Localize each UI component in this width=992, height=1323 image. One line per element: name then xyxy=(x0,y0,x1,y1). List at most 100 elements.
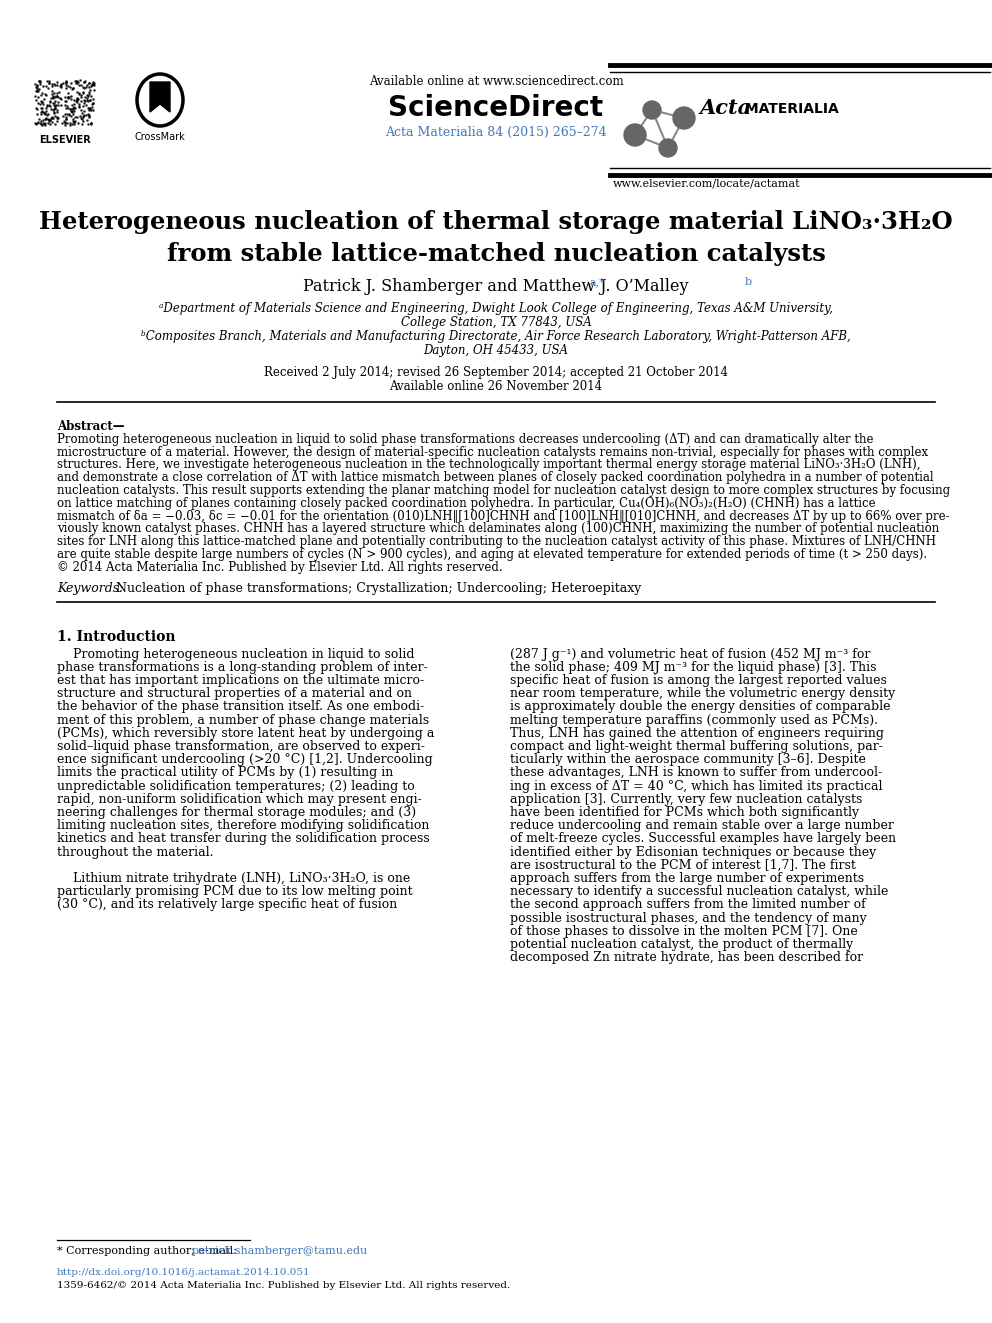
Point xyxy=(67,70,83,91)
Polygon shape xyxy=(150,82,170,112)
Point xyxy=(38,75,54,97)
Point xyxy=(79,87,95,108)
Point xyxy=(45,99,61,120)
Point xyxy=(60,86,75,107)
Point xyxy=(36,93,52,114)
Point xyxy=(80,103,96,124)
Point xyxy=(83,112,99,134)
Point xyxy=(38,114,54,135)
Point xyxy=(55,73,70,94)
Point xyxy=(78,94,94,115)
Point xyxy=(85,73,101,94)
Point xyxy=(57,94,72,115)
Point xyxy=(49,101,64,122)
Circle shape xyxy=(659,139,677,157)
Point xyxy=(65,93,81,114)
Point xyxy=(42,94,58,115)
Point xyxy=(39,94,55,115)
Text: Promoting heterogeneous nucleation in liquid to solid: Promoting heterogeneous nucleation in li… xyxy=(57,647,415,660)
Text: the behavior of the phase transition itself. As one embodi-: the behavior of the phase transition its… xyxy=(57,700,425,713)
Text: (30 °C), and its relatively large specific heat of fusion: (30 °C), and its relatively large specif… xyxy=(57,898,397,912)
Point xyxy=(70,82,86,103)
Point xyxy=(32,71,48,93)
Point xyxy=(29,75,45,97)
Point xyxy=(75,93,91,114)
Point xyxy=(36,75,52,97)
Point xyxy=(45,93,61,114)
Point xyxy=(64,108,80,130)
Point xyxy=(81,82,97,103)
Text: neering challenges for thermal storage modules; and (3): neering challenges for thermal storage m… xyxy=(57,806,416,819)
Point xyxy=(72,90,88,111)
Point xyxy=(78,110,94,131)
Point xyxy=(70,83,86,105)
Text: 1359-6462/© 2014 Acta Materialia Inc. Published by Elsevier Ltd. All rights rese: 1359-6462/© 2014 Acta Materialia Inc. Pu… xyxy=(57,1281,510,1290)
Point xyxy=(79,98,95,119)
Point xyxy=(29,103,45,124)
Point xyxy=(61,82,76,103)
Point xyxy=(34,101,50,122)
Text: and demonstrate a close correlation of ΔT with lattice mismatch between planes o: and demonstrate a close correlation of Δ… xyxy=(57,471,933,484)
Point xyxy=(68,91,84,112)
Point xyxy=(85,93,101,114)
Point xyxy=(30,86,46,107)
Point xyxy=(33,112,49,134)
Point xyxy=(45,75,61,97)
Circle shape xyxy=(673,107,695,130)
Point xyxy=(43,107,59,128)
Text: limits the practical utility of PCMs by (1) resulting in: limits the practical utility of PCMs by … xyxy=(57,766,393,779)
Point xyxy=(39,85,55,106)
Point xyxy=(37,83,53,105)
Text: reduce undercooling and remain stable over a large number: reduce undercooling and remain stable ov… xyxy=(510,819,894,832)
Point xyxy=(45,83,61,105)
Point xyxy=(69,91,85,112)
Point xyxy=(48,90,63,111)
Point xyxy=(29,81,45,102)
Point xyxy=(49,82,64,103)
Point xyxy=(46,95,62,116)
Point xyxy=(76,90,92,111)
Point xyxy=(64,78,80,99)
Point xyxy=(37,102,53,123)
Text: specific heat of fusion is among the largest reported values: specific heat of fusion is among the lar… xyxy=(510,673,887,687)
Point xyxy=(33,98,49,119)
Text: Promoting heterogeneous nucleation in liquid to solid phase transformations decr: Promoting heterogeneous nucleation in li… xyxy=(57,433,874,446)
Point xyxy=(49,106,64,127)
Point xyxy=(56,106,71,127)
Point xyxy=(49,110,64,131)
Point xyxy=(62,114,77,135)
Text: patrick.shamberger@tamu.edu: patrick.shamberger@tamu.edu xyxy=(192,1246,368,1256)
Point xyxy=(45,81,61,102)
Point xyxy=(44,73,60,94)
Point xyxy=(72,70,88,91)
Text: possible isostructural phases, and the tendency of many: possible isostructural phases, and the t… xyxy=(510,912,867,925)
Point xyxy=(58,103,73,124)
Point xyxy=(39,105,55,126)
Point xyxy=(66,111,82,132)
Point xyxy=(49,85,64,106)
Text: phase transformations is a long-standing problem of inter-: phase transformations is a long-standing… xyxy=(57,660,428,673)
Point xyxy=(52,87,67,108)
Point xyxy=(42,90,58,111)
Point xyxy=(28,97,44,118)
Text: kinetics and heat transfer during the solidification process: kinetics and heat transfer during the so… xyxy=(57,832,430,845)
Point xyxy=(35,110,51,131)
Point xyxy=(76,89,92,110)
Point xyxy=(46,87,62,108)
Point xyxy=(45,85,61,106)
Point xyxy=(58,108,73,130)
Point xyxy=(36,89,52,110)
Point xyxy=(82,90,98,111)
Point xyxy=(30,98,46,119)
Point xyxy=(80,71,96,93)
Point xyxy=(42,110,58,131)
Point xyxy=(29,89,45,110)
Text: CrossMark: CrossMark xyxy=(135,132,186,142)
Text: a,*: a,* xyxy=(590,277,606,287)
Text: College Station, TX 77843, USA: College Station, TX 77843, USA xyxy=(401,316,591,329)
Point xyxy=(57,111,72,132)
Text: structure and structural properties of a material and on: structure and structural properties of a… xyxy=(57,687,412,700)
Point xyxy=(81,73,97,94)
Point xyxy=(63,101,79,122)
Point xyxy=(75,105,91,126)
